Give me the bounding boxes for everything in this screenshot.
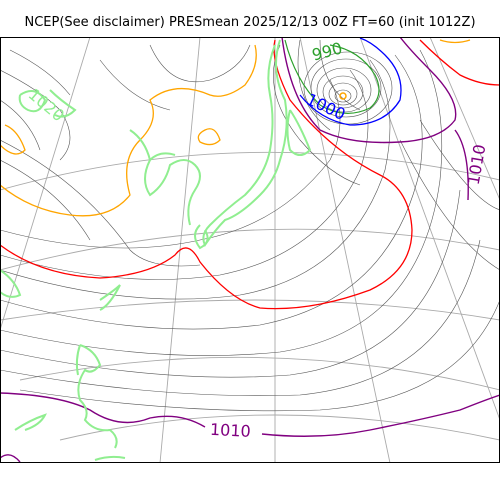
- isobar-1010-corner: [0, 454, 21, 463]
- isobar-1010-lower: [0, 392, 206, 428]
- isobar-1013: [0, 39, 413, 310]
- isobar-1010-upper: [281, 37, 457, 144]
- map-title: NCEP(See disclaimer) PRESmean 2025/12/13…: [24, 15, 476, 30]
- isobar-1020-b: [0, 124, 26, 155]
- isobar-1010-upper-b: [454, 129, 469, 201]
- isobar-1000: [299, 37, 402, 126]
- isobar-1020-c: [197, 128, 221, 146]
- isobar-1020-d: [439, 39, 471, 44]
- isobar-1010-lower-b: [261, 394, 500, 437]
- isobar-1013-ne: [419, 39, 500, 86]
- low-center-marker: [339, 92, 347, 100]
- map-background: [0, 37, 500, 463]
- thin-isobars: [0, 39, 500, 412]
- isobar-990: [284, 39, 380, 114]
- coastlines: [0, 39, 312, 461]
- contour-label-1010-south: 1010: [210, 420, 252, 441]
- isobar-1020: [0, 44, 257, 217]
- low-center-rings: [303, 51, 393, 125]
